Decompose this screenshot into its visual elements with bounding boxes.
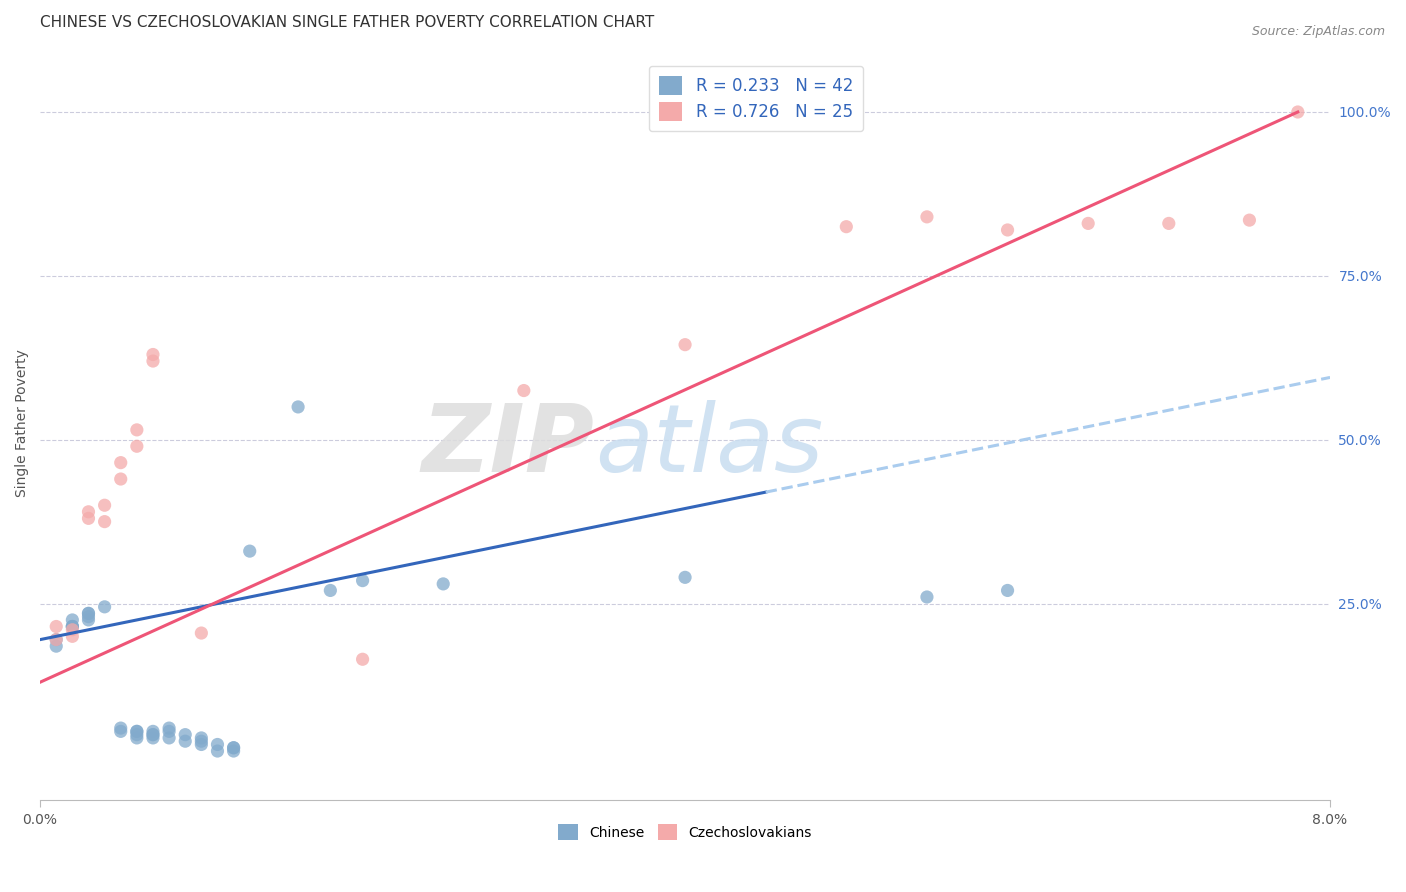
Point (110, 724, 132, 739)
Point (77, 607, 100, 621)
Point (432, 577, 454, 591)
Point (207, 738, 229, 752)
Point (142, 347, 165, 361)
Point (110, 472, 132, 486)
Point (222, 744, 245, 758)
Point (157, 724, 180, 739)
Point (45, 639, 67, 653)
Point (1157, 216, 1180, 230)
Point (60, 619, 83, 633)
Point (77, 511, 100, 525)
Point (125, 728, 148, 742)
Point (222, 740, 245, 755)
Point (142, 354, 165, 368)
Point (45, 632, 67, 647)
Point (207, 744, 229, 758)
Point (1286, 105, 1309, 120)
Point (174, 728, 197, 742)
Text: Source: ZipAtlas.com: Source: ZipAtlas.com (1251, 25, 1385, 38)
Point (77, 613, 100, 627)
Point (77, 609, 100, 624)
Point (125, 731, 148, 745)
Point (1077, 216, 1099, 230)
Point (673, 570, 696, 584)
Text: CHINESE VS CZECHOSLOVAKIAN SINGLE FATHER POVERTY CORRELATION CHART: CHINESE VS CZECHOSLOVAKIAN SINGLE FATHER… (41, 15, 654, 30)
Point (239, 544, 262, 558)
Point (142, 728, 165, 742)
Point (110, 456, 132, 470)
Point (915, 590, 938, 604)
Legend: Chinese, Czechoslovakians: Chinese, Czechoslovakians (553, 819, 817, 846)
Point (190, 734, 212, 748)
Text: ZIP: ZIP (422, 400, 595, 491)
Point (125, 724, 148, 739)
Point (93, 599, 115, 614)
Point (157, 721, 180, 735)
Point (915, 210, 938, 224)
Point (142, 724, 165, 739)
Point (142, 728, 165, 742)
Point (125, 724, 148, 739)
Point (513, 384, 536, 398)
Point (60, 619, 83, 633)
Point (110, 721, 132, 735)
Point (997, 583, 1019, 598)
Point (142, 731, 165, 745)
Point (45, 632, 67, 647)
Point (157, 731, 180, 745)
Point (222, 740, 245, 755)
Point (125, 439, 148, 453)
Y-axis label: Single Father Poverty: Single Father Poverty (15, 350, 30, 497)
Point (319, 583, 342, 598)
Point (77, 607, 100, 621)
Point (125, 423, 148, 437)
Point (174, 734, 197, 748)
Point (190, 626, 212, 640)
Point (60, 623, 83, 637)
Point (45, 619, 67, 633)
Point (190, 731, 212, 745)
Point (352, 574, 374, 588)
Point (1239, 213, 1261, 227)
Point (287, 400, 309, 414)
Point (93, 498, 115, 512)
Point (352, 652, 374, 666)
Point (60, 613, 83, 627)
Point (77, 505, 100, 519)
Point (93, 515, 115, 529)
Text: atlas: atlas (595, 401, 823, 491)
Point (997, 223, 1019, 237)
Point (835, 219, 858, 234)
Point (60, 619, 83, 633)
Point (60, 629, 83, 643)
Point (190, 738, 212, 752)
Point (673, 337, 696, 351)
